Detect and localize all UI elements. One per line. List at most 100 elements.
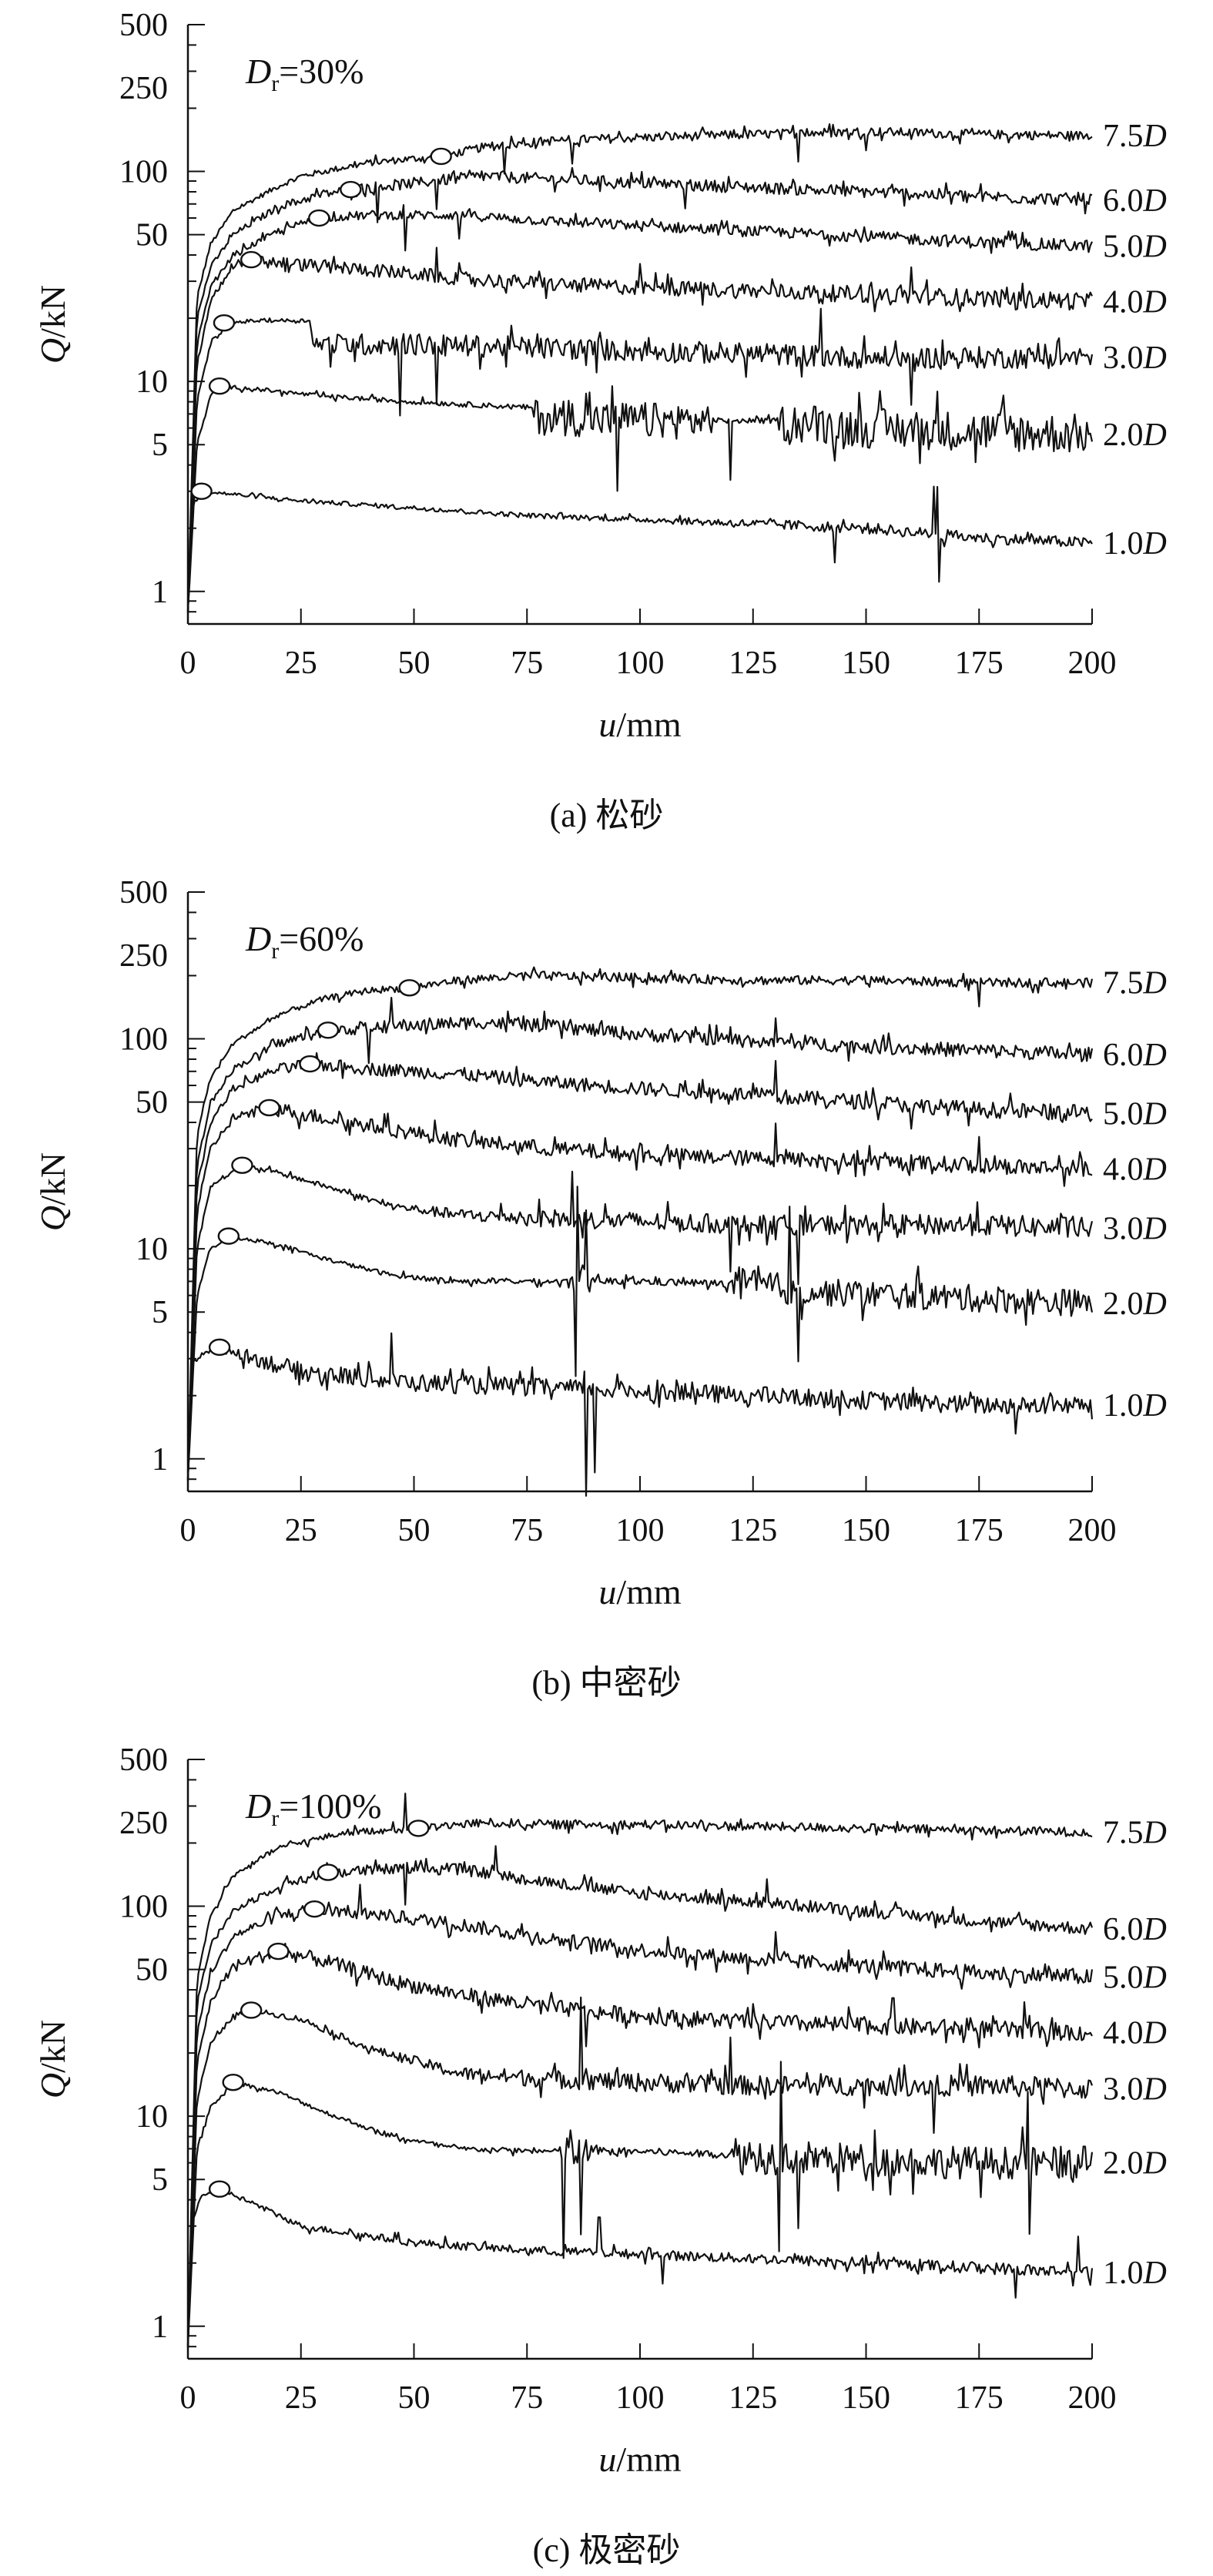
x-tick-label: 75 bbox=[511, 2380, 543, 2416]
peak-marker bbox=[240, 250, 263, 269]
x-tick-label: 175 bbox=[955, 2380, 1004, 2416]
chart-panel-3: 1 5 10 50 100 250 500 0 25 50 75 100 125 150 175 200 u/m… bbox=[33, 1742, 1167, 2479]
x-tick-label: 200 bbox=[1068, 2380, 1117, 2416]
y-tick-label: 5 bbox=[152, 2162, 168, 2198]
x-tick-label: 0 bbox=[180, 1513, 196, 1548]
x-tick-label: 75 bbox=[511, 646, 543, 681]
x-tick-label: 50 bbox=[398, 646, 431, 681]
series-6.0D: 6.0D bbox=[186, 1845, 1167, 2346]
series-5.0D: 5.0D bbox=[186, 1052, 1167, 1481]
peak-marker bbox=[430, 147, 452, 166]
peak-marker bbox=[213, 314, 236, 332]
peak-marker bbox=[317, 1021, 340, 1039]
x-tick-label: 125 bbox=[729, 646, 777, 681]
y-tick-label: 100 bbox=[119, 155, 168, 190]
series-label: 5.0D bbox=[1103, 230, 1167, 265]
x-tick-label: 50 bbox=[398, 1513, 431, 1548]
y-axis-label: Q/kN bbox=[33, 2020, 72, 2098]
x-tick-label: 150 bbox=[842, 1513, 890, 1548]
series-label: 6.0D bbox=[1103, 183, 1167, 219]
series-line-7.5D bbox=[186, 1793, 1093, 2345]
y-tick-label: 100 bbox=[119, 1890, 168, 1925]
chart-panel-1: 1 5 10 50 100 250 500 0 25 50 75 100 125 150 175 200 u/m… bbox=[33, 8, 1167, 744]
series-7.5D: 7.5D bbox=[186, 119, 1167, 612]
series-1.0D: 1.0D bbox=[186, 2180, 1167, 2346]
x-tick-label: 75 bbox=[511, 1513, 543, 1548]
series-label: 6.0D bbox=[1103, 1912, 1167, 1947]
series-label: 1.0D bbox=[1103, 526, 1167, 562]
series-line-6.0D bbox=[186, 1845, 1094, 2346]
series-line-4.0D bbox=[186, 247, 1093, 613]
density-annotation: Dr=30% bbox=[245, 52, 364, 96]
x-tick-label: 175 bbox=[955, 1513, 1004, 1548]
peak-marker bbox=[190, 482, 213, 500]
series-label: 3.0D bbox=[1103, 1212, 1167, 1247]
y-tick-label: 100 bbox=[119, 1022, 168, 1058]
series-line-2.0D bbox=[186, 384, 1094, 611]
peak-marker bbox=[208, 1338, 231, 1357]
peak-marker bbox=[398, 979, 421, 997]
peak-marker bbox=[217, 1227, 240, 1245]
peak-marker bbox=[231, 1156, 253, 1174]
y-tick-label: 1 bbox=[152, 1442, 168, 1478]
x-tick-label: 25 bbox=[285, 2380, 317, 2416]
series-5.0D: 5.0D bbox=[186, 1883, 1167, 2348]
caption-c: (c) 极密砂 bbox=[532, 2531, 681, 2569]
y-tick-label: 250 bbox=[119, 1806, 168, 1841]
series-line-2.0D bbox=[186, 1186, 1094, 1478]
series-label: 2.0D bbox=[1103, 418, 1167, 453]
series-line-1.0D bbox=[186, 1332, 1094, 1497]
series-line-5.0D bbox=[186, 1052, 1093, 1481]
series-label: 2.0D bbox=[1103, 2146, 1167, 2182]
series-label: 3.0D bbox=[1103, 340, 1167, 376]
series-line-2.0D bbox=[186, 2061, 1094, 2346]
x-tick-label: 0 bbox=[180, 646, 196, 681]
series-1.0D: 1.0D bbox=[186, 1332, 1167, 1497]
y-tick-label: 50 bbox=[136, 1085, 168, 1121]
y-tick-label: 50 bbox=[136, 1953, 168, 1988]
density-annotation: Dr=60% bbox=[245, 919, 364, 964]
series-line-3.0D bbox=[186, 1996, 1094, 2348]
series-3.0D: 3.0D bbox=[186, 1996, 1167, 2348]
series-4.0D: 4.0D bbox=[186, 1942, 1167, 2346]
x-tick-label: 100 bbox=[616, 646, 665, 681]
peak-marker bbox=[317, 1863, 340, 1881]
peak-marker bbox=[258, 1098, 280, 1117]
x-tick-label: 200 bbox=[1068, 646, 1117, 681]
peak-marker bbox=[308, 209, 330, 227]
series-1.0D: 1.0D bbox=[186, 482, 1167, 611]
y-tick-label: 1 bbox=[152, 2309, 168, 2345]
caption-b: (b) 中密砂 bbox=[531, 1664, 682, 1702]
series-2.0D: 2.0D bbox=[186, 377, 1167, 611]
x-tick-label: 100 bbox=[616, 1513, 665, 1548]
y-axis-label: Q/kN bbox=[33, 285, 72, 364]
series-label: 7.5D bbox=[1103, 966, 1167, 1001]
series-label: 4.0D bbox=[1103, 285, 1167, 320]
chart-panel-2: 1 5 10 50 100 250 500 0 25 50 75 100 125 150 175 200 u/m… bbox=[33, 875, 1167, 1612]
peak-marker bbox=[208, 2180, 231, 2198]
series-line-7.5D bbox=[186, 123, 1093, 612]
y-tick-label: 50 bbox=[136, 218, 168, 253]
peak-marker bbox=[299, 1055, 321, 1073]
series-line-3.0D bbox=[186, 1163, 1094, 1481]
density-annotation: Dr=100% bbox=[245, 1786, 382, 1831]
series-6.0D: 6.0D bbox=[186, 166, 1167, 614]
x-axis-label: u/mm bbox=[598, 2440, 682, 2479]
y-tick-label: 250 bbox=[119, 938, 168, 974]
series-label: 2.0D bbox=[1103, 1286, 1167, 1322]
series-line-1.0D bbox=[186, 485, 1093, 611]
x-tick-label: 125 bbox=[729, 2380, 777, 2416]
series-label: 3.0D bbox=[1103, 2072, 1167, 2108]
peak-marker bbox=[208, 377, 231, 395]
series-label: 5.0D bbox=[1103, 1960, 1167, 1995]
series-label: 7.5D bbox=[1103, 1816, 1167, 1851]
x-tick-label: 125 bbox=[729, 1513, 777, 1548]
series-7.5D: 7.5D bbox=[186, 1793, 1167, 2345]
y-tick-label: 500 bbox=[119, 875, 168, 911]
series-3.0D: 3.0D bbox=[186, 1156, 1167, 1481]
caption-a: (a) 松砂 bbox=[549, 797, 664, 834]
y-tick-label: 10 bbox=[136, 364, 168, 400]
series-6.0D: 6.0D bbox=[186, 997, 1167, 1479]
x-tick-label: 50 bbox=[398, 2380, 431, 2416]
